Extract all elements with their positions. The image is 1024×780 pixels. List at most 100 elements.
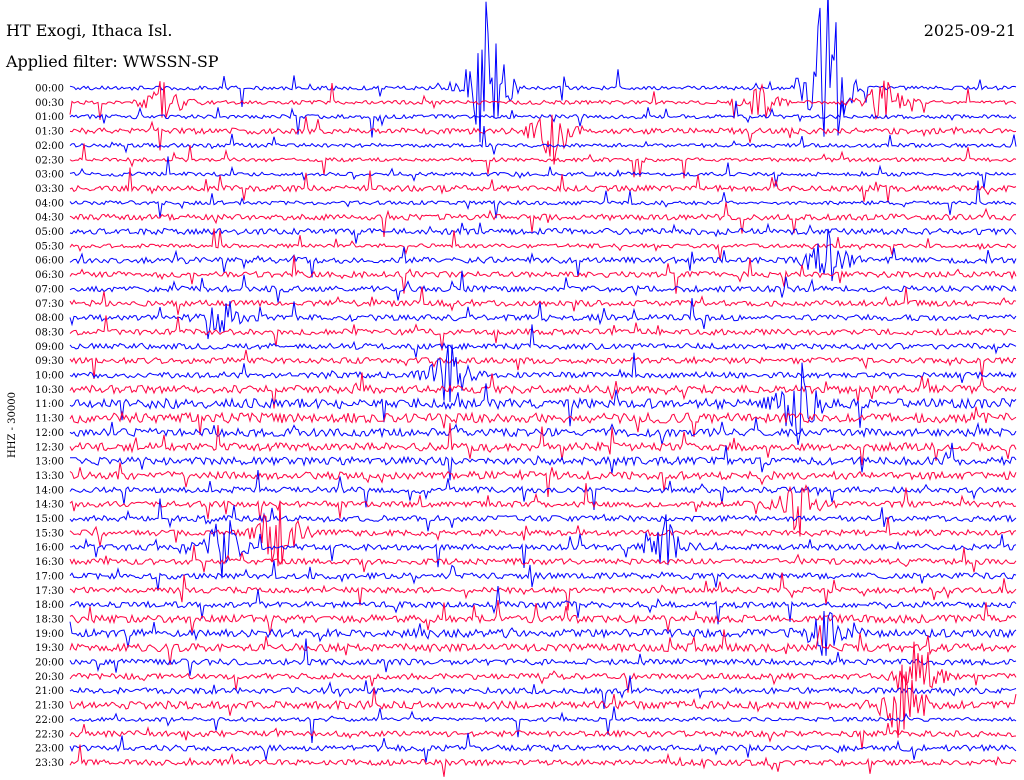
date-label: 2025-09-21 [924, 21, 1016, 40]
trace-line [69, 143, 1017, 179]
trace-line [69, 344, 1017, 403]
row-time-label: 17:30 [35, 586, 64, 597]
trace-line [69, 349, 1017, 379]
trace-line [69, 80, 1017, 121]
trace-line [69, 500, 1017, 567]
row-time-label: 14:30 [35, 500, 64, 511]
trace-line [69, 706, 1017, 743]
time-axis-labels: 00:00 00:30 01:00 01:30 02:00 02:30 03:00 03:30… [35, 84, 64, 769]
row-time-label: 21:30 [35, 701, 64, 712]
row-time-label: 19:30 [35, 643, 64, 654]
row-time-label: 02:30 [35, 155, 64, 166]
row-time-label: 23:30 [35, 758, 64, 769]
trace-line [69, 406, 1017, 437]
trace-line [69, 125, 1017, 155]
filter-label: Applied filter: WWSSN-SP [5, 52, 219, 71]
trace-line [69, 744, 1017, 777]
trace-line [69, 202, 1017, 238]
trace-line [69, 222, 1017, 244]
row-time-label: 22:30 [35, 729, 64, 740]
row-time-label: 20:00 [35, 658, 64, 669]
row-time-label: 01:30 [35, 127, 64, 138]
row-time-label: 06:30 [35, 270, 64, 281]
trace-line [69, 167, 1017, 203]
row-time-label: 09:00 [35, 342, 64, 353]
trace-line [69, 483, 1017, 537]
trace-line [69, 641, 1017, 693]
row-time-label: 07:00 [35, 284, 64, 295]
row-time-label: 17:00 [35, 571, 64, 582]
row-time-label: 18:30 [35, 614, 64, 625]
row-time-label: 15:00 [35, 514, 64, 525]
row-time-label: 02:00 [35, 141, 64, 152]
row-time-label: 13:30 [35, 471, 64, 482]
trace-line [69, 462, 1017, 498]
row-time-label: 03:00 [35, 170, 64, 181]
trace-line [70, 442, 1017, 481]
trace-line [69, 100, 1017, 138]
trace-line [69, 732, 1017, 763]
row-time-label: 22:00 [35, 715, 64, 726]
trace-line [69, 469, 1017, 510]
trace-line [69, 228, 1017, 282]
row-time-label: 12:30 [35, 442, 64, 453]
station-title: HT Exogi, Ithaca Isl. [6, 21, 173, 40]
row-time-label: 09:30 [35, 356, 64, 367]
trace-line [69, 625, 1017, 665]
trace-line [69, 156, 1017, 189]
row-time-label: 00:30 [35, 98, 64, 109]
row-time-label: 12:00 [35, 428, 64, 439]
row-time-label: 00:00 [35, 84, 64, 95]
trace-line [69, 372, 1017, 409]
row-time-label: 05:00 [35, 227, 64, 238]
trace-line [69, 324, 1017, 358]
row-time-label: 11:00 [35, 399, 64, 410]
row-time-label: 19:00 [35, 629, 64, 640]
trace-line [69, 315, 1017, 351]
trace-line [69, 286, 1017, 315]
trace-line [69, 180, 1017, 219]
trace-line [69, 514, 1017, 579]
row-time-label: 16:00 [35, 543, 64, 554]
trace-line [69, 664, 1017, 738]
trace-line [69, 114, 1017, 165]
row-time-label: 03:30 [35, 184, 64, 195]
trace-line [69, 600, 1017, 635]
row-time-label: 20:30 [35, 672, 64, 683]
row-time-label: 04:00 [35, 198, 64, 209]
row-time-label: 07:30 [35, 299, 64, 310]
trace-line [69, 255, 1017, 294]
trace-line [69, 423, 1017, 466]
trace-line [69, 638, 1017, 676]
row-time-label: 16:30 [35, 557, 64, 568]
row-time-label: 01:00 [35, 112, 64, 123]
trace-line [69, 298, 1017, 340]
trace-line [69, 585, 1017, 625]
row-time-label: 14:00 [35, 485, 64, 496]
trace-line [69, 362, 1017, 445]
row-time-label: 04:30 [35, 213, 64, 224]
row-time-label: 23:00 [35, 744, 64, 755]
trace-line [69, 610, 1017, 656]
row-time-label: 15:30 [35, 528, 64, 539]
trace-line [69, 675, 1017, 709]
trace-line [69, 723, 1017, 750]
trace-line [69, 545, 1017, 573]
row-time-label: 10:00 [35, 371, 64, 382]
row-time-label: 18:00 [35, 600, 64, 611]
row-time-label: 06:00 [35, 256, 64, 267]
trace-line [69, 228, 1017, 261]
trace-line [69, 270, 1017, 303]
row-time-label: 10:30 [35, 385, 64, 396]
trace-line [69, 498, 1017, 532]
row-time-label: 08:30 [35, 327, 64, 338]
channel-label: HHZ - 30000 [7, 392, 18, 458]
row-time-label: 11:30 [35, 414, 64, 425]
trace-line [69, 0, 1017, 143]
trace-line [69, 572, 1017, 611]
row-time-label: 05:30 [35, 241, 64, 252]
trace-line [69, 560, 1017, 591]
row-time-label: 21:00 [35, 686, 64, 697]
row-time-label: 08:00 [35, 313, 64, 324]
